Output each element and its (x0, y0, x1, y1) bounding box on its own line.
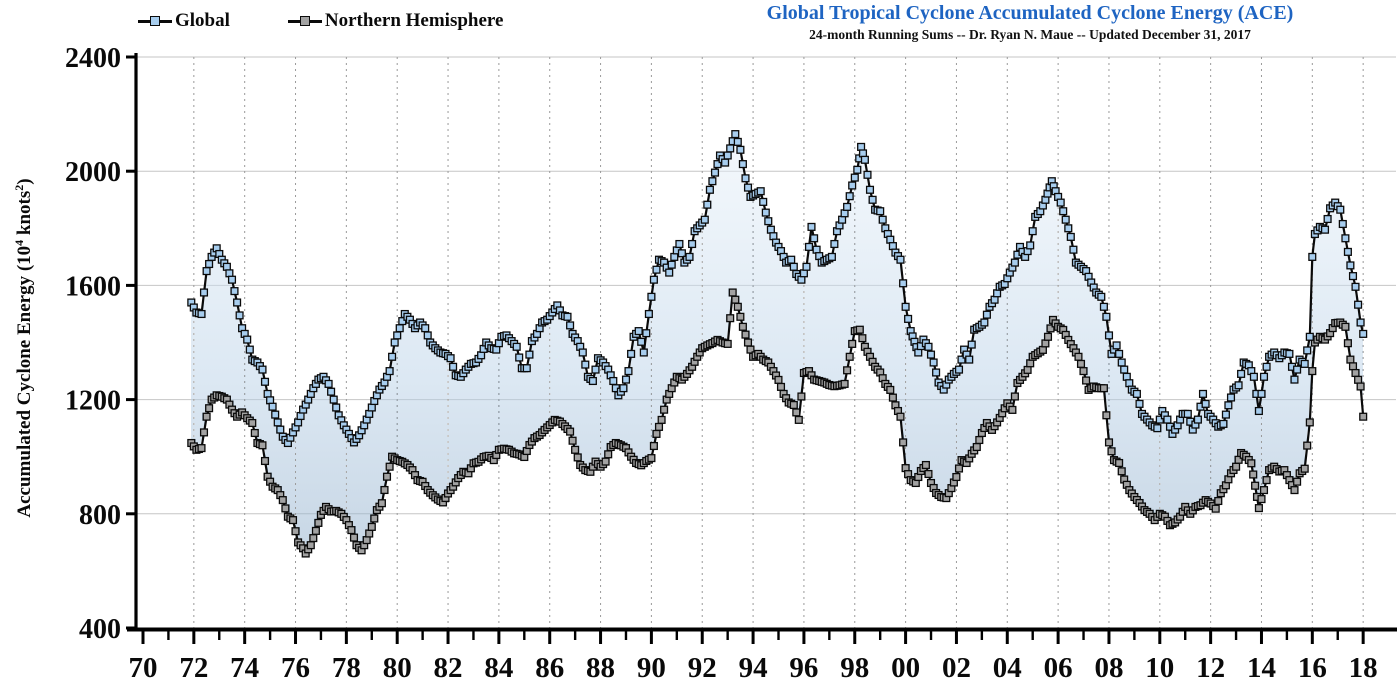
svg-text:04: 04 (993, 652, 1022, 684)
svg-text:06: 06 (1044, 652, 1073, 684)
svg-text:94: 94 (739, 652, 768, 684)
svg-text:92: 92 (688, 652, 717, 684)
legend-item-northern-hemisphere: Northern Hemisphere (287, 10, 504, 32)
svg-text:1600: 1600 (65, 271, 121, 302)
svg-text:84: 84 (484, 652, 513, 684)
chart-title: Global Tropical Cyclone Accumulated Cycl… (766, 2, 1294, 24)
legend-item-global: Global (138, 10, 230, 32)
legend: Global Northern Hemisphere (138, 10, 503, 32)
svg-text:800: 800 (79, 500, 121, 531)
svg-text:10: 10 (1145, 652, 1174, 684)
svg-text:400: 400 (79, 614, 121, 645)
global-series-marker-icon (138, 11, 172, 31)
svg-text:2000: 2000 (65, 157, 121, 188)
svg-text:76: 76 (281, 652, 310, 684)
svg-text:12: 12 (1196, 652, 1225, 684)
svg-text:88: 88 (586, 652, 615, 684)
svg-text:08: 08 (1094, 652, 1123, 684)
northern-hemisphere-series-marker-icon (287, 11, 322, 31)
svg-text:16: 16 (1298, 652, 1327, 684)
svg-text:78: 78 (332, 652, 361, 684)
svg-text:90: 90 (637, 652, 666, 684)
svg-text:80: 80 (383, 652, 412, 684)
svg-text:86: 86 (535, 652, 564, 684)
legend-label-global: Global (175, 10, 230, 31)
legend-label-northern-hemisphere: Northern Hemisphere (324, 10, 504, 31)
svg-text:82: 82 (434, 652, 463, 684)
y-axis-title: Accumulated Cyclone Energy (104 knots2) (11, 178, 36, 518)
svg-text:74: 74 (230, 652, 259, 684)
svg-text:2400: 2400 (65, 43, 121, 74)
svg-text:72: 72 (179, 652, 208, 684)
svg-text:1200: 1200 (65, 386, 121, 417)
chart-subtitle: 24-month Running Sums -- Dr. Ryan N. Mau… (809, 27, 1251, 42)
svg-text:96: 96 (789, 652, 818, 684)
svg-text:98: 98 (840, 652, 869, 684)
svg-text:18: 18 (1349, 652, 1378, 684)
svg-text:02: 02 (942, 652, 971, 684)
svg-text:14: 14 (1247, 652, 1276, 684)
svg-text:00: 00 (891, 652, 920, 684)
svg-text:70: 70 (129, 652, 158, 684)
